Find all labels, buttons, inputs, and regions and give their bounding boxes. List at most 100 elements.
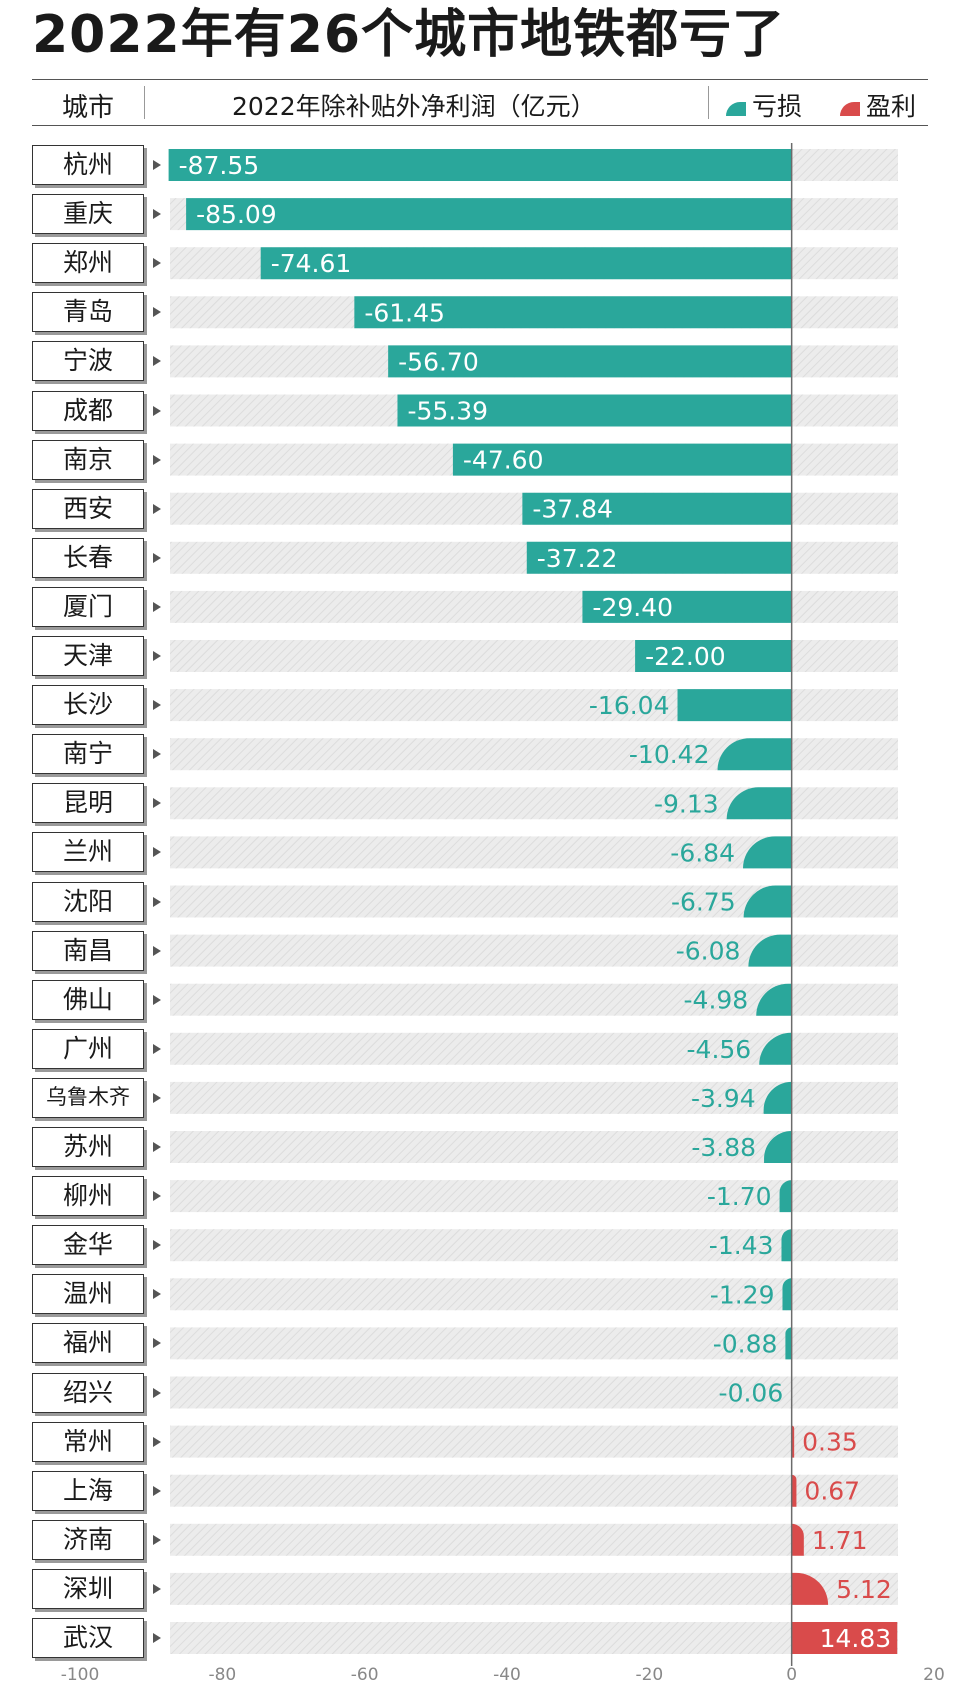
city-label: 沈阳 (32, 881, 144, 922)
legend-loss: 亏损 (726, 87, 802, 123)
city-label: 长沙 (32, 685, 144, 726)
bar (397, 394, 792, 427)
row-arrow-icon (153, 945, 161, 956)
metric-column-header: 2022年除补贴外净利润（亿元） (232, 92, 596, 121)
bar (526, 541, 792, 574)
bar (791, 1523, 804, 1556)
row-arrow-icon (153, 1534, 161, 1545)
row-arrow-icon (153, 1240, 161, 1251)
row-arrow-icon (153, 1191, 161, 1202)
data-label: 14.83 (820, 1624, 892, 1653)
x-tick-label: 20 (923, 1665, 945, 1685)
header-divider (144, 86, 145, 119)
city-label: 温州 (32, 1274, 144, 1315)
city-label: 长春 (32, 537, 144, 578)
data-label: -3.88 (691, 1133, 756, 1162)
row-arrow-icon (153, 1485, 161, 1496)
bar (186, 198, 792, 231)
data-label: -4.56 (687, 1035, 752, 1064)
data-label: -6.84 (670, 838, 735, 867)
row-arrow-icon (153, 1338, 161, 1349)
bar-track (170, 1425, 898, 1458)
bar (742, 836, 792, 869)
data-label: -9.13 (654, 789, 719, 818)
city-label: 金华 (32, 1225, 144, 1266)
data-label: -55.39 (407, 397, 488, 426)
data-label: -4.98 (684, 986, 749, 1015)
row-arrow-icon (153, 1387, 161, 1398)
legend-loss-swatch (726, 102, 746, 116)
data-label: -61.45 (364, 298, 445, 327)
row-arrow-icon (153, 1583, 161, 1594)
city-label: 苏州 (32, 1127, 144, 1167)
row-arrow-icon (153, 1092, 161, 1103)
city-label: 深圳 (32, 1568, 144, 1609)
data-label: 0.67 (804, 1477, 860, 1506)
row-arrow-icon (153, 749, 161, 760)
city-label: 上海 (32, 1470, 144, 1511)
bar (763, 1081, 792, 1114)
bar (522, 492, 792, 525)
data-label: -6.75 (671, 888, 736, 917)
data-label: -0.88 (713, 1329, 778, 1358)
bar (764, 1131, 792, 1163)
header-divider (708, 86, 709, 119)
data-label: -47.60 (463, 446, 544, 475)
row-arrow-icon (153, 1289, 161, 1300)
bar (388, 345, 792, 378)
bar (759, 1032, 792, 1065)
bar-track (170, 1327, 898, 1360)
row-arrow-icon (153, 1436, 161, 1447)
row-arrow-icon (153, 1043, 161, 1054)
bar (726, 787, 792, 820)
data-label: -16.04 (589, 691, 670, 720)
row-arrow-icon (153, 356, 161, 367)
bar (717, 738, 792, 771)
bar-track (170, 1622, 898, 1654)
city-label: 常州 (32, 1421, 144, 1462)
data-label: -1.70 (707, 1182, 772, 1211)
bar (635, 640, 792, 672)
city-label: 宁波 (32, 341, 144, 382)
city-label: 南宁 (32, 734, 144, 775)
x-tick-label: -60 (351, 1665, 379, 1685)
bar-track (170, 1229, 898, 1262)
bar (756, 983, 792, 1016)
row-arrow-icon (153, 994, 161, 1005)
bar-track (170, 1376, 898, 1409)
data-label: -37.22 (537, 544, 618, 573)
legend-profit-swatch (840, 102, 860, 116)
data-label: -37.84 (532, 495, 613, 524)
bar-track (170, 1474, 898, 1507)
data-label: 0.35 (802, 1428, 858, 1457)
bar-track (170, 1180, 898, 1213)
x-tick-label: -40 (493, 1665, 521, 1685)
city-label: 南昌 (32, 930, 144, 971)
city-label: 昆明 (32, 783, 144, 824)
data-label: 1.71 (812, 1526, 868, 1555)
data-label: -87.55 (179, 151, 260, 180)
row-arrow-icon (153, 258, 161, 269)
bar (791, 1572, 829, 1605)
row-arrow-icon (153, 209, 161, 220)
bar (452, 443, 792, 476)
data-label: 5.12 (836, 1575, 892, 1604)
row-arrow-icon (153, 1633, 161, 1643)
bar (743, 885, 792, 918)
row-arrow-icon (153, 1142, 161, 1152)
city-label: 柳州 (32, 1176, 144, 1217)
city-label: 成都 (32, 390, 144, 431)
row-arrow-icon (153, 798, 161, 809)
data-label: -85.09 (196, 200, 277, 229)
x-tick-label: -100 (61, 1665, 100, 1685)
chart-title: 2022年有26个城市地铁都亏了 (32, 5, 786, 65)
city-column-header: 城市 (62, 93, 115, 123)
data-label: -0.06 (719, 1379, 784, 1408)
city-label: 南京 (32, 439, 144, 480)
data-label: -1.29 (710, 1280, 775, 1309)
bar (260, 247, 792, 280)
city-label: 青岛 (32, 292, 144, 333)
bar (782, 1278, 792, 1311)
city-label: 天津 (32, 636, 144, 676)
row-arrow-icon (153, 896, 161, 907)
